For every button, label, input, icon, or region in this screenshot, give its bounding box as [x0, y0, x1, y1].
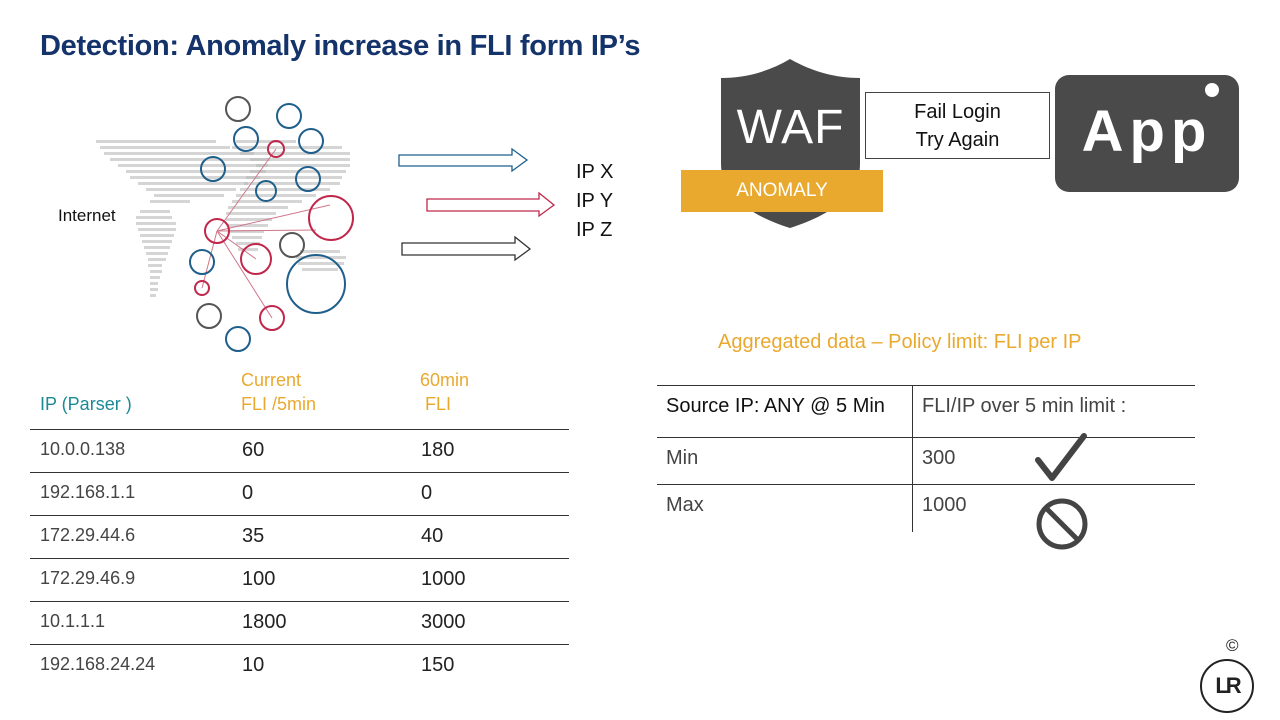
node-circle: [196, 303, 222, 329]
app-label: App: [1081, 99, 1213, 164]
table-row: 10.0.0.138 60 180: [30, 429, 569, 472]
cell-60min: 180: [421, 439, 455, 461]
divider: [30, 429, 569, 430]
node-circle: [259, 305, 285, 331]
policy-header-limit: FLI/IP over 5 min limit :: [922, 395, 1127, 417]
prohibited-icon: [1036, 498, 1088, 550]
cell-ip: 10.0.0.138: [40, 439, 126, 459]
node-circle: [267, 140, 285, 158]
node-circle: [233, 126, 259, 152]
table-header-current: Current FLI /5min: [241, 368, 316, 416]
policy-icons: [1035, 433, 1088, 550]
page-title: Detection: Anomaly increase in FLI form …: [40, 30, 641, 62]
divider: [30, 472, 569, 473]
internet-map-illustration: [96, 96, 556, 352]
node-circle: [279, 232, 305, 258]
table-row: 192.168.1.1 0 0: [30, 472, 569, 515]
node-circle: [225, 96, 251, 122]
node-circle: [276, 103, 302, 129]
cell-60min: 40: [421, 525, 444, 547]
divider: [30, 644, 569, 645]
table-header-current-line1: Current: [241, 370, 302, 390]
cell-current: 1800: [242, 611, 287, 633]
arrow-right-icon: [401, 235, 532, 262]
cell-ip: 172.29.44.6: [40, 525, 136, 545]
lr-logo: LR: [1200, 659, 1254, 713]
node-circle: [295, 166, 321, 192]
table-row: 172.29.46.9 100 1000: [30, 558, 569, 601]
cell-60min: 1000: [421, 568, 466, 590]
table-row: 172.29.44.6 35 40: [30, 515, 569, 558]
table-row: 192.168.24.24 10 150: [30, 644, 569, 687]
divider: [657, 484, 1195, 485]
cell-current: 100: [242, 568, 276, 590]
cell-current: 60: [242, 439, 265, 461]
node-circle: [189, 249, 215, 275]
ip-label: IP Z: [576, 219, 613, 241]
table-header-60min-line2: FLI: [420, 394, 452, 414]
policy-row-value: 300: [922, 447, 956, 469]
app-dot-icon: [1205, 83, 1219, 97]
divider: [30, 515, 569, 516]
table-row: 10.1.1.1 1800 3000: [30, 601, 569, 644]
internet-label: Internet: [58, 206, 116, 225]
cell-ip: 172.29.46.9: [40, 568, 136, 588]
node-circle: [225, 326, 251, 352]
divider: [657, 437, 1195, 438]
cell-ip: 10.1.1.1: [40, 611, 106, 631]
divider: [657, 385, 1195, 386]
cell-ip: 192.168.24.24: [40, 654, 156, 674]
table-header-ip: IP (Parser ): [40, 394, 132, 414]
divider: [30, 558, 569, 559]
cell-current: 35: [242, 525, 265, 547]
node-circle: [255, 180, 277, 202]
table-header-current-line2: FLI /5min: [241, 394, 317, 414]
ip-label: IP Y: [576, 190, 614, 212]
check-icon: [1035, 433, 1087, 481]
node-circle: [298, 128, 324, 154]
cell-60min: 150: [421, 654, 455, 676]
cell-current: 10: [242, 654, 265, 676]
node-circle: [204, 218, 230, 244]
cell-current: 0: [242, 482, 254, 504]
node-circle: [286, 254, 346, 314]
divider: [30, 601, 569, 602]
policy-row-label: Max: [666, 494, 704, 516]
fail-login-line2: Try Again: [915, 129, 1000, 151]
node-circle: [200, 156, 226, 182]
ip-label: IP X: [576, 161, 614, 183]
node-circle: [308, 195, 354, 241]
copyright-symbol: ©: [1226, 636, 1239, 655]
table-header-60min-line1: 60min: [420, 370, 470, 390]
ip-table: 10.0.0.138 60 180 192.168.1.1 0 0 172.29…: [30, 429, 569, 689]
fail-login-line1: Fail Login: [914, 101, 1001, 123]
anomaly-badge: ANOMALY: [681, 170, 883, 212]
policy-title: Aggregated data – Policy limit: FLI per …: [718, 331, 1082, 353]
cell-ip: 192.168.1.1: [40, 482, 136, 502]
arrow-right-icon: [398, 147, 529, 173]
divider: [912, 385, 913, 532]
node-circle: [240, 243, 272, 275]
policy-row-label: Min: [666, 447, 699, 469]
ip-list: IP X IP Y IP Z: [576, 158, 613, 245]
policy-header-source: Source IP: ANY @ 5 Min: [666, 395, 885, 417]
policy-row-value: 1000: [922, 494, 967, 516]
table-header-60min: 60min FLI: [420, 368, 469, 416]
connection-lines: [201, 148, 331, 319]
cell-60min: 0: [421, 482, 433, 504]
fail-login-box: Fail Login Try Again: [865, 92, 1050, 159]
arrow-right-icon: [426, 191, 556, 218]
node-circle: [194, 280, 210, 296]
cell-60min: 3000: [421, 611, 466, 633]
waf-label: WAF: [736, 101, 845, 154]
